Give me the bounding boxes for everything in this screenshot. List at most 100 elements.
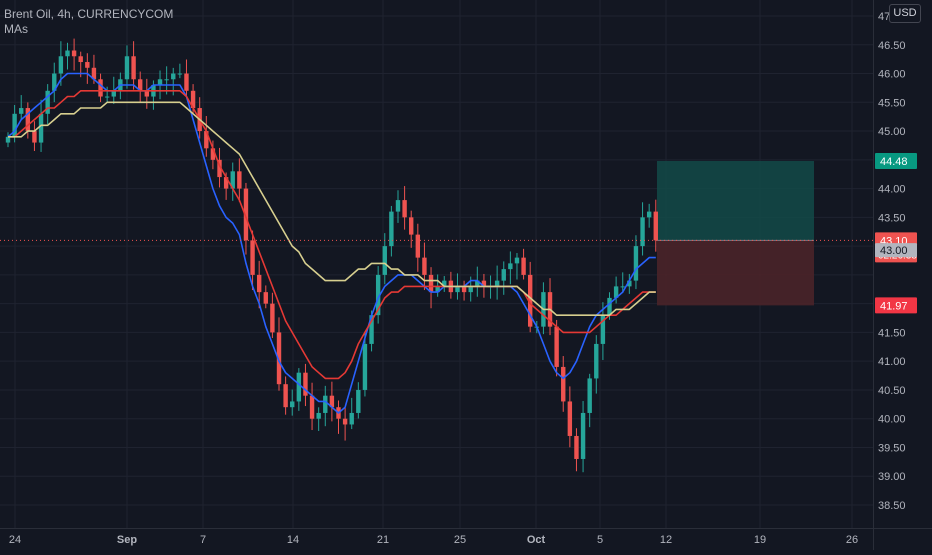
candle	[52, 62, 57, 103]
candle	[177, 63, 183, 79]
candle-body	[369, 315, 374, 344]
candle-body	[402, 200, 407, 218]
candle	[633, 235, 639, 290]
time-tick-label: 24	[9, 534, 21, 546]
candle	[475, 266, 480, 297]
candle	[508, 251, 513, 285]
candle	[71, 38, 77, 71]
price-tick-label: 39.50	[878, 442, 906, 454]
candle-body	[71, 50, 77, 57]
candle	[554, 319, 559, 377]
candle-body	[290, 401, 295, 408]
candle	[303, 363, 308, 407]
candle	[349, 397, 354, 430]
candle-body	[356, 389, 361, 413]
candle	[336, 400, 341, 434]
candle-body	[256, 274, 262, 293]
candle-body	[230, 171, 235, 189]
candle-body	[323, 395, 328, 413]
price-tag-bg	[875, 297, 917, 314]
candle	[210, 140, 216, 170]
candle	[461, 280, 467, 301]
ma-mid-line	[8, 90, 656, 380]
candle	[184, 59, 189, 97]
candle-body	[574, 435, 579, 459]
candle	[45, 84, 50, 125]
candle-body	[283, 384, 288, 408]
price-tag-bg	[875, 152, 917, 169]
price-tick-label: 41.00	[878, 356, 906, 368]
candle-body	[111, 90, 116, 97]
candle-body	[184, 73, 189, 91]
candle-body	[468, 286, 473, 293]
candle-body	[270, 303, 275, 333]
price-tag-text: 44.48	[880, 156, 908, 168]
candle-body	[32, 131, 37, 143]
candle-body	[210, 148, 216, 160]
candle-body	[104, 96, 110, 98]
candle-body	[613, 286, 619, 298]
candle-body	[435, 286, 440, 293]
candle	[204, 115, 209, 157]
candle-body	[237, 171, 242, 189]
candle	[19, 95, 24, 121]
candle	[594, 335, 599, 394]
candle	[65, 42, 70, 70]
candle-body	[25, 108, 31, 132]
candle-body	[131, 56, 136, 80]
candle-body	[204, 131, 209, 149]
price-tag-text: 41.97	[880, 300, 908, 312]
candle-body	[124, 56, 130, 80]
candle-body	[5, 136, 11, 143]
price-tick-label: 38.50	[878, 500, 906, 512]
price-tick-label: 46.00	[878, 69, 906, 81]
candle-body	[362, 343, 368, 390]
candle	[329, 381, 335, 422]
indicator-label[interactable]: MAs	[4, 22, 28, 36]
candle	[448, 271, 454, 299]
candle-body	[217, 159, 222, 178]
candle-body	[475, 280, 480, 287]
candle-body	[144, 90, 150, 97]
time-tick-label: Oct	[527, 534, 546, 546]
candle	[640, 202, 645, 256]
candle	[342, 407, 348, 441]
candle	[230, 162, 235, 201]
candle-body	[567, 401, 573, 436]
candle-body	[263, 292, 268, 304]
time-tick-label: 12	[660, 534, 672, 546]
candle-body	[600, 315, 606, 344]
candle	[653, 199, 658, 252]
candle	[217, 147, 222, 188]
ma-price-tag: 43.00	[875, 243, 917, 258]
candle	[309, 382, 315, 431]
candle	[409, 210, 414, 248]
candle-body	[171, 73, 176, 80]
candle	[316, 407, 321, 431]
price-tick-label: 44.00	[878, 184, 906, 196]
candle-body	[250, 240, 255, 275]
candle	[514, 253, 520, 280]
candle	[567, 386, 573, 448]
candle	[98, 73, 103, 103]
candle-body	[561, 366, 566, 402]
candle-body	[45, 90, 50, 114]
candle	[415, 223, 421, 272]
candle	[296, 368, 302, 411]
candle	[263, 285, 268, 309]
symbol-title[interactable]: Brent Oil, 4h, CURRENCYCOM	[4, 7, 174, 21]
candle	[276, 317, 282, 391]
candle-body	[243, 188, 249, 241]
candle-body	[38, 113, 44, 143]
candle	[547, 278, 553, 336]
candle	[402, 186, 407, 230]
candle-body	[521, 257, 526, 275]
currency-button[interactable]: USD	[889, 4, 921, 23]
price-tick-label: 39.00	[878, 471, 906, 483]
candle-body	[309, 395, 315, 419]
candle	[138, 71, 143, 103]
candle-body	[501, 269, 506, 281]
candle	[620, 272, 625, 293]
